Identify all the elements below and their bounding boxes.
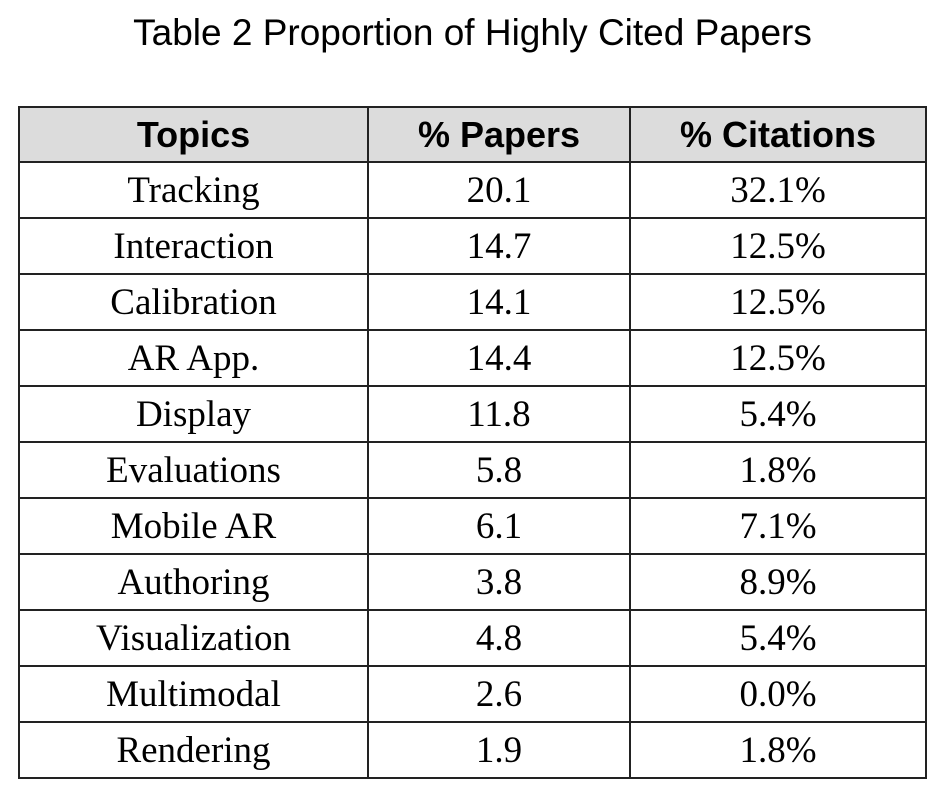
- topic-cell: Rendering: [18, 721, 369, 779]
- citations-cell: 0.0%: [629, 665, 927, 723]
- citations-cell: 32.1%: [629, 161, 927, 219]
- table-row: Visualization 4.8 5.4%: [18, 609, 927, 667]
- papers-cell: 1.9: [367, 721, 631, 779]
- topic-cell: Evaluations: [18, 441, 369, 499]
- papers-cell: 14.1: [367, 273, 631, 331]
- column-header-topics: Topics: [18, 106, 369, 163]
- citations-cell: 7.1%: [629, 497, 927, 555]
- table-row: Multimodal 2.6 0.0%: [18, 665, 927, 723]
- header-row: Topics % Papers % Citations: [18, 106, 927, 163]
- topic-cell: Display: [18, 385, 369, 443]
- topic-cell: AR App.: [18, 329, 369, 387]
- column-header-citations: % Citations: [629, 106, 927, 163]
- topic-cell: Authoring: [18, 553, 369, 611]
- topic-cell: Multimodal: [18, 665, 369, 723]
- papers-cell: 20.1: [367, 161, 631, 219]
- citations-cell: 12.5%: [629, 273, 927, 331]
- topic-cell: Mobile AR: [18, 497, 369, 555]
- topic-cell: Visualization: [18, 609, 369, 667]
- papers-cell: 4.8: [367, 609, 631, 667]
- papers-cell: 6.1: [367, 497, 631, 555]
- citations-cell: 12.5%: [629, 217, 927, 275]
- citations-cell: 8.9%: [629, 553, 927, 611]
- table-row: Mobile AR 6.1 7.1%: [18, 497, 927, 555]
- papers-cell: 5.8: [367, 441, 631, 499]
- table-row: Display 11.8 5.4%: [18, 385, 927, 443]
- table-title: Table 2 Proportion of Highly Cited Paper…: [133, 12, 812, 53]
- citations-cell: 12.5%: [629, 329, 927, 387]
- papers-cell: 14.7: [367, 217, 631, 275]
- column-header-papers: % Papers: [367, 106, 631, 163]
- table-row: Authoring 3.8 8.9%: [18, 553, 927, 611]
- papers-cell: 3.8: [367, 553, 631, 611]
- citations-table: Topics % Papers % Citations Tracking 20.1…: [18, 106, 927, 779]
- citations-cell: 1.8%: [629, 441, 927, 499]
- citations-cell: 1.8%: [629, 721, 927, 779]
- table-row: Rendering 1.9 1.8%: [18, 721, 927, 779]
- table-row: Tracking 20.1 32.1%: [18, 161, 927, 219]
- table-row: Interaction 14.7 12.5%: [18, 217, 927, 275]
- table-row: Calibration 14.1 12.5%: [18, 273, 927, 331]
- topic-cell: Interaction: [18, 217, 369, 275]
- table-row: Evaluations 5.8 1.8%: [18, 441, 927, 499]
- topic-cell: Tracking: [18, 161, 369, 219]
- citations-cell: 5.4%: [629, 385, 927, 443]
- papers-cell: 11.8: [367, 385, 631, 443]
- table-header: Topics % Papers % Citations: [18, 106, 927, 163]
- papers-cell: 2.6: [367, 665, 631, 723]
- topic-cell: Calibration: [18, 273, 369, 331]
- citations-cell: 5.4%: [629, 609, 927, 667]
- table-body: Tracking 20.1 32.1% Interaction 14.7 12.5% Cal…: [18, 161, 927, 779]
- papers-cell: 14.4: [367, 329, 631, 387]
- table-row: AR App. 14.4 12.5%: [18, 329, 927, 387]
